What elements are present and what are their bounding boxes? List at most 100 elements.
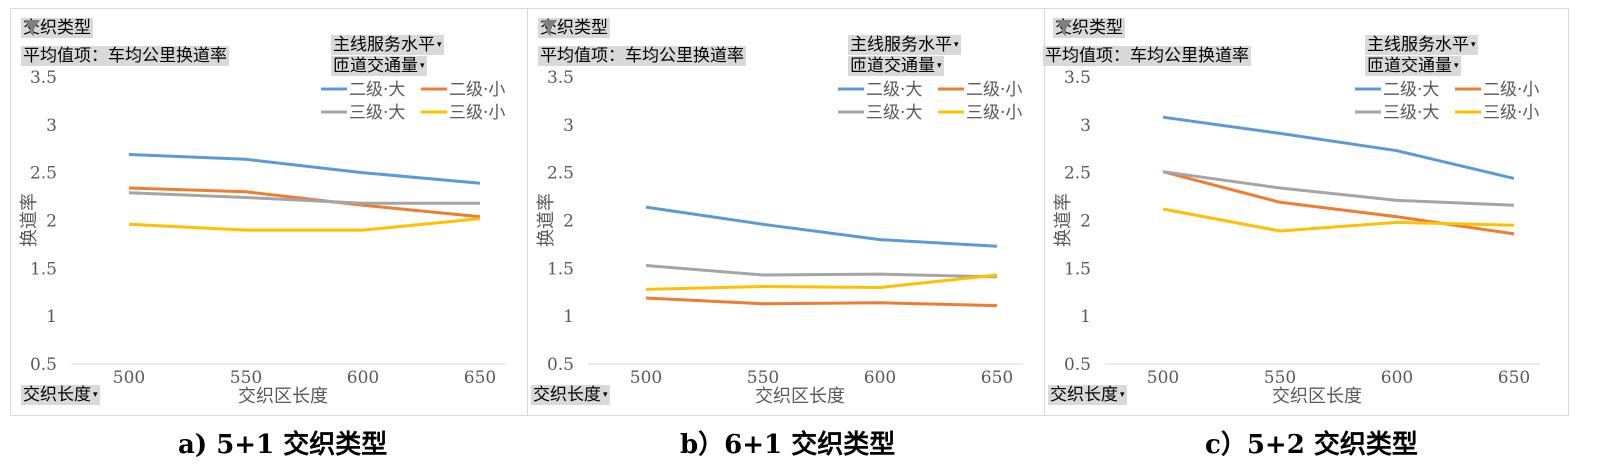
legend-field-button-2[interactable]: 匝道交通量 ▾ [331, 56, 427, 76]
y-tick-label: 2.5 [30, 164, 57, 184]
dropdown-icon: ▾ [1120, 390, 1125, 400]
legend-label: 二级·小 [1483, 80, 1539, 100]
value-field-button[interactable]: 平均值项：车均公里换道率 [538, 46, 746, 66]
y-tick-label: 0.5 [1064, 355, 1091, 375]
chart-svg-b: 0.5 1 1.5 2 2.5 3 3.5 500 550 600 650 交织区长度 换道率 二级·大 二… [536, 68, 1023, 407]
legend-field-button-2[interactable]: 匝道交通量 ▾ [848, 56, 944, 76]
dropdown-icon: ▾ [93, 390, 98, 400]
filter-icon [1056, 20, 1072, 36]
caption-b: b）6+1 交织类型 [680, 430, 896, 460]
legend-field-label-1: 主线服务水平 [850, 35, 952, 55]
axis-field-label: 交织长度 [533, 385, 601, 405]
legend-label: 二级·大 [1383, 80, 1439, 100]
y-tick-label: 3.5 [547, 68, 574, 88]
y-tick-label: 2 [46, 212, 57, 232]
legend-label: 三级·小 [966, 103, 1022, 123]
caption-c: c）5+2 交织类型 [1205, 430, 1418, 460]
value-field-button[interactable]: 平均值项：车均公里换道率 [1043, 46, 1251, 66]
legend-label: 二级·大 [349, 80, 405, 100]
dropdown-icon: ▾ [954, 40, 959, 50]
y-axis-title: 换道率 [536, 193, 557, 247]
legend-field-label-1: 主线服务水平 [1367, 35, 1469, 55]
legend-field-button-1[interactable]: 主线服务水平 ▾ [331, 35, 444, 55]
dropdown-icon: ▾ [937, 61, 942, 71]
legend-label: 二级·大 [866, 80, 922, 100]
series-line-1 [1162, 115, 1515, 180]
axis-field-button[interactable]: 交织长度 ▾ [531, 385, 610, 405]
y-tick-label: 3.5 [30, 68, 57, 88]
x-tick-label: 650 [1498, 368, 1530, 388]
y-axis-title: 换道率 [19, 193, 40, 247]
dropdown-icon: ▾ [1471, 40, 1476, 50]
value-field-label: 平均值项：车均公里换道率 [23, 46, 227, 66]
y-axis-title: 换道率 [1053, 193, 1074, 247]
chart-svg-a: 0.5 1 1.5 2 2.5 3 3.5 500 550 600 650 交织区长度 换道率 二级·大 二… [19, 68, 506, 407]
filter-field-button[interactable]: 交织类型 [1053, 18, 1125, 38]
series-line-2 [128, 186, 481, 219]
x-axis-title: 交织区长度 [755, 386, 845, 407]
series-line-2 [645, 296, 998, 308]
y-tick-label: 2.5 [1064, 164, 1091, 184]
caption-a: a) 5+1 交织类型 [178, 430, 388, 460]
legend-label: 三级·大 [1383, 103, 1439, 123]
filter-icon [541, 20, 557, 36]
y-tick-label: 1 [1080, 307, 1091, 327]
x-tick-label: 500 [113, 368, 145, 388]
y-tick-label: 3 [563, 116, 574, 136]
legend-label: 二级·小 [449, 80, 505, 100]
y-tick-label: 0.5 [547, 355, 574, 375]
axis-field-label: 交织长度 [1050, 385, 1118, 405]
x-axis-title: 交织区长度 [1272, 386, 1362, 407]
axis-field-button[interactable]: 交织长度 ▾ [1048, 385, 1127, 405]
y-tick-label: 0.5 [30, 355, 57, 375]
filter-field-label: 交织类型 [540, 18, 608, 38]
y-tick-label: 2.5 [547, 164, 574, 184]
legend-field-button-1[interactable]: 主线服务水平 ▾ [848, 35, 961, 55]
series-line-1 [645, 205, 998, 248]
value-field-label: 平均值项：车均公里换道率 [1045, 46, 1249, 66]
legend-label: 三级·小 [1483, 103, 1539, 123]
y-tick-label: 1.5 [547, 259, 574, 279]
legend-field-button-1[interactable]: 主线服务水平 ▾ [1365, 35, 1478, 55]
x-tick-label: 550 [230, 368, 262, 388]
dropdown-icon: ▾ [1454, 61, 1459, 71]
legend-label: 二级·小 [966, 80, 1022, 100]
series-line-3 [128, 191, 480, 205]
filter-field-button[interactable]: 交织类型 [538, 18, 610, 38]
legend-label: 三级·小 [449, 103, 505, 123]
value-field-button[interactable]: 平均值项：车均公里换道率 [21, 46, 229, 66]
filter-icon [24, 20, 40, 36]
legend-field-label-2: 匝道交通量 [850, 56, 935, 76]
chart-svg-c: 0.5 1 1.5 2 2.5 3 3.5 500 550 600 650 交织区长度 换道率 二级·大 二… [1053, 68, 1540, 407]
y-tick-label: 3 [46, 116, 57, 136]
axis-field-label: 交织长度 [23, 385, 91, 405]
filter-field-label: 交织类型 [1055, 18, 1123, 38]
chart-panel-b: 0.5 1 1.5 2 2.5 3 3.5 500 550 600 650 交织区长度 换道率 二级·大 二… [527, 8, 1052, 416]
dropdown-icon: ▾ [437, 40, 442, 50]
legend-field-label-2: 匝道交通量 [1367, 56, 1452, 76]
filter-field-button[interactable]: 交织类型 [21, 18, 93, 38]
y-tick-label: 1.5 [1064, 259, 1091, 279]
filter-field-label: 交织类型 [23, 18, 91, 38]
y-tick-label: 3.5 [1064, 68, 1091, 88]
x-tick-label: 650 [464, 368, 496, 388]
legend-label: 三级·大 [349, 103, 405, 123]
y-tick-label: 1 [46, 307, 57, 327]
x-axis-title: 交织区长度 [238, 386, 328, 407]
x-tick-label: 600 [864, 368, 896, 388]
chart-panel-c: 0.5 1 1.5 2 2.5 3 3.5 500 550 600 650 交织区长度 换道率 二级·大 二… [1043, 8, 1569, 416]
series-line-1 [128, 153, 481, 185]
axis-field-button[interactable]: 交织长度 ▾ [21, 385, 100, 405]
x-tick-label: 550 [747, 368, 779, 388]
y-tick-label: 1 [563, 307, 574, 327]
x-tick-label: 500 [630, 368, 662, 388]
legend-field-button-2[interactable]: 匝道交通量 ▾ [1365, 56, 1461, 76]
x-tick-label: 550 [1264, 368, 1296, 388]
chart-panel-a: 0.5 1 1.5 2 2.5 3 3.5 500 550 600 650 交织区长度 换道率 二级·大 二… [10, 8, 535, 416]
y-tick-label: 1.5 [30, 259, 57, 279]
series-line-4 [1162, 207, 1515, 233]
dropdown-icon: ▾ [603, 390, 608, 400]
dropdown-icon: ▾ [420, 61, 425, 71]
x-tick-label: 500 [1147, 368, 1179, 388]
x-tick-label: 600 [1381, 368, 1413, 388]
